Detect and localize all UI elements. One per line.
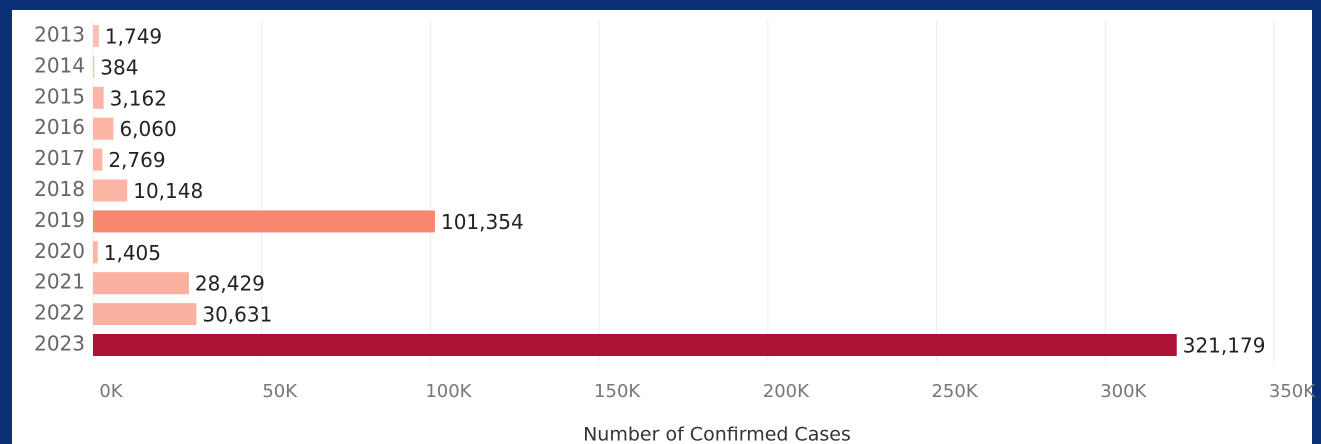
x-tick-label: 250K (931, 381, 978, 402)
y-tick-label: 2018 (34, 177, 85, 201)
y-tick-label: 2017 (34, 146, 85, 170)
x-tick-label: 300K (1100, 381, 1147, 402)
bar (93, 272, 189, 295)
bar (93, 303, 197, 326)
bar (93, 55, 95, 78)
x-tick-label: 100K (425, 381, 472, 402)
x-tick-label: 50K (262, 381, 298, 402)
bar (93, 179, 128, 202)
data-label: 321,179 (1183, 334, 1266, 358)
y-tick-label: 2020 (34, 239, 85, 263)
y-tick-label: 2015 (34, 84, 85, 108)
data-label: 3,162 (110, 86, 167, 110)
data-label: 384 (100, 55, 138, 79)
y-tick-label: 2019 (34, 208, 85, 232)
bar (93, 334, 1177, 356)
x-tick-label: 0K (99, 381, 123, 402)
y-tick-label: 2016 (34, 115, 85, 139)
data-label: 6,060 (119, 117, 176, 141)
y-tick-label: 2014 (34, 53, 85, 77)
x-tick-label: 350K (1269, 381, 1316, 402)
bar (93, 117, 114, 140)
data-label: 1,405 (104, 241, 161, 265)
bar (93, 241, 98, 264)
bar (93, 25, 99, 47)
y-tick-label: 2022 (34, 301, 85, 325)
data-label: 1,749 (105, 25, 162, 49)
data-label: 30,631 (202, 303, 272, 327)
x-axis-title: Number of Confirmed Cases (583, 424, 851, 444)
x-tick-label: 200K (763, 381, 810, 402)
data-label: 101,354 (441, 210, 524, 234)
y-tick-label: 2021 (34, 270, 85, 294)
x-tick-label: 150K (594, 381, 641, 402)
y-tick-label: 2013 (34, 23, 85, 47)
data-label: 28,429 (195, 272, 265, 296)
bar (93, 210, 435, 233)
data-label: 2,769 (108, 148, 165, 172)
bar (93, 86, 104, 109)
data-label: 10,148 (133, 179, 203, 203)
bar (93, 148, 103, 171)
y-tick-label: 2023 (34, 332, 85, 356)
